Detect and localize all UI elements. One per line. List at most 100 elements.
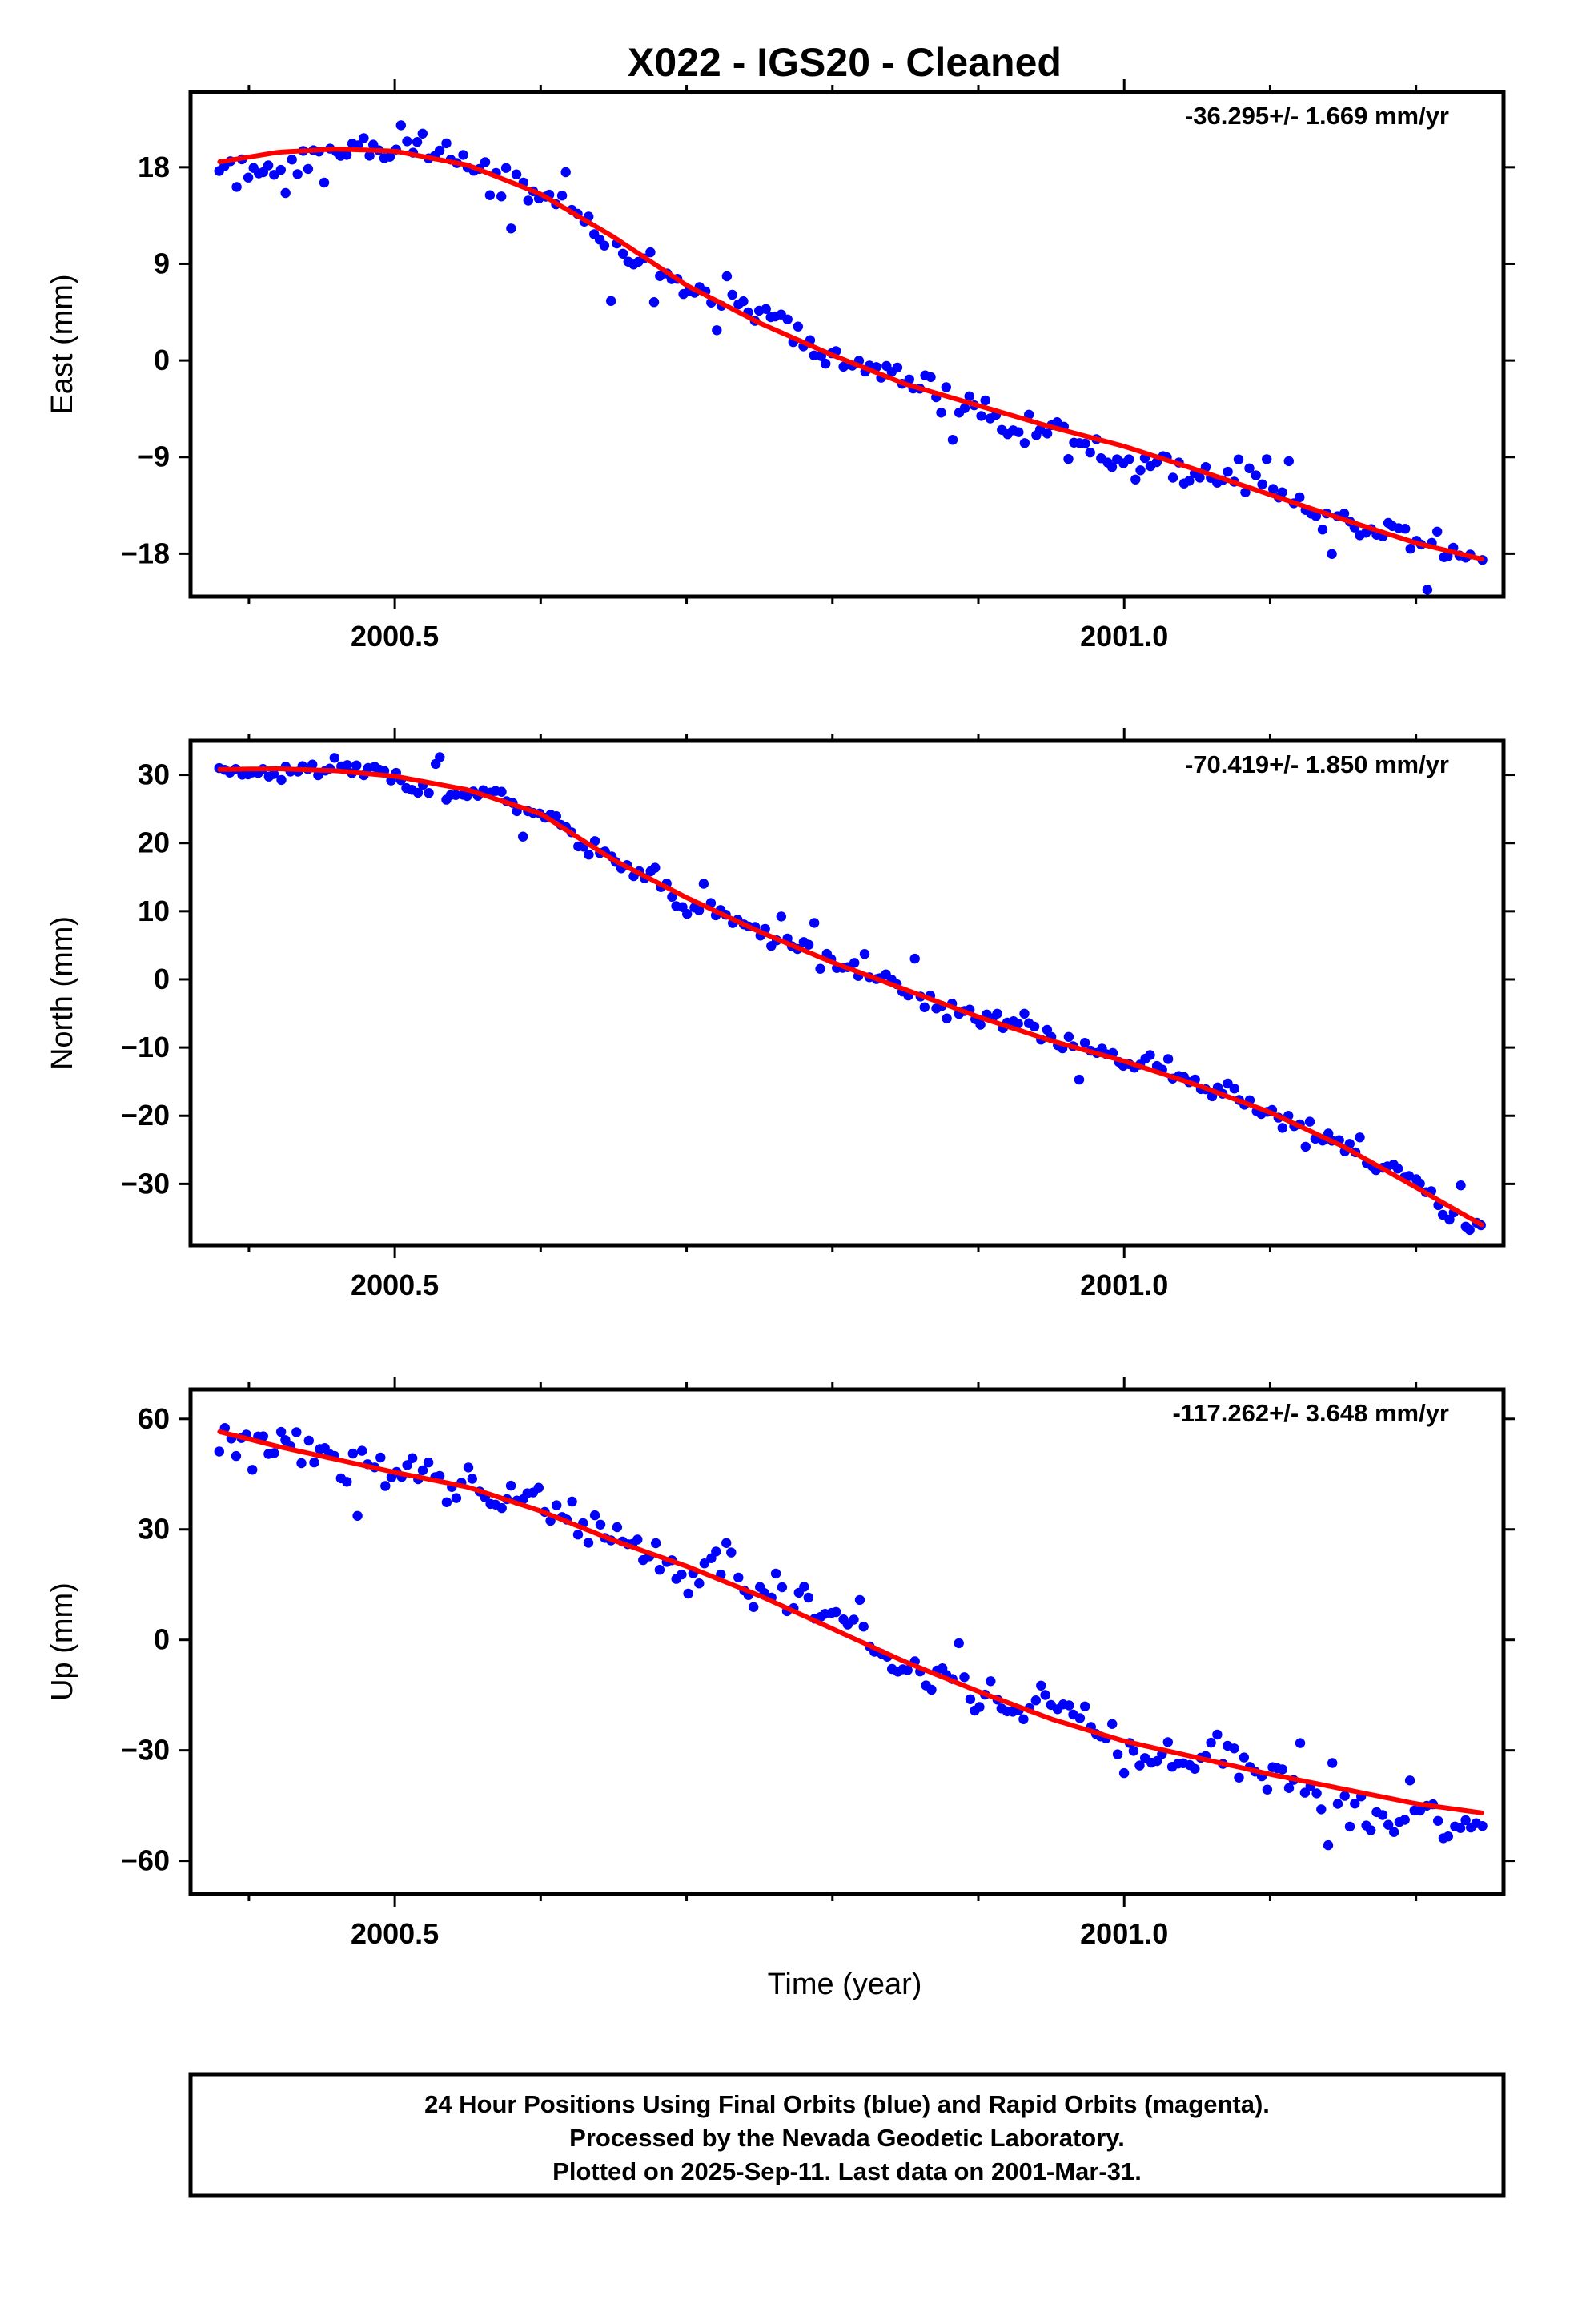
east-data-point bbox=[1251, 470, 1261, 480]
east-data-point bbox=[1184, 476, 1195, 486]
north-y-tick-label: −10 bbox=[121, 1031, 170, 1063]
east-data-point bbox=[231, 182, 242, 192]
east-data-point bbox=[556, 191, 568, 201]
north-data-point bbox=[849, 958, 860, 968]
north-data-point bbox=[551, 810, 561, 822]
up-data-point bbox=[1299, 1787, 1311, 1798]
east-data-point bbox=[1339, 509, 1350, 519]
east-y-tick-label: 9 bbox=[154, 247, 170, 279]
east-data-point bbox=[364, 151, 375, 161]
north-data-point bbox=[435, 752, 445, 762]
up-data-point bbox=[231, 1450, 242, 1462]
east-data-point bbox=[511, 169, 522, 179]
north-data-point bbox=[313, 770, 323, 781]
north-data-point bbox=[1229, 1084, 1240, 1094]
up-data-point bbox=[1118, 1767, 1130, 1779]
north-y-tick-label: −30 bbox=[121, 1167, 170, 1200]
up-data-point bbox=[417, 1465, 428, 1476]
east-data-point bbox=[1135, 465, 1146, 476]
up-data-point bbox=[434, 1470, 445, 1482]
up-data-point bbox=[402, 1460, 412, 1470]
east-data-point bbox=[441, 138, 452, 149]
north-y-tick-label: 30 bbox=[138, 758, 170, 791]
east-fit-line bbox=[217, 147, 1484, 562]
up-data-point bbox=[1112, 1749, 1123, 1759]
east-data-point bbox=[648, 297, 660, 308]
up-data-point bbox=[858, 1622, 869, 1632]
north-data-point bbox=[1392, 1164, 1403, 1174]
footer-line-2: Processed by the Nevada Geodetic Laborat… bbox=[569, 2124, 1125, 2152]
east-data-point bbox=[617, 248, 628, 259]
up-data-point bbox=[1107, 1719, 1118, 1729]
up-data-point bbox=[726, 1547, 737, 1558]
east-data-point bbox=[782, 314, 793, 324]
north-data-point bbox=[276, 774, 287, 786]
up-data-point bbox=[1404, 1775, 1415, 1786]
chart-title: X022 - IGS20 - Cleaned bbox=[628, 40, 1062, 85]
east-data-point bbox=[1019, 438, 1030, 448]
north-data-point bbox=[412, 787, 424, 798]
up-data-point bbox=[1399, 1815, 1410, 1825]
up-data-point bbox=[1234, 1772, 1244, 1783]
up-data-point bbox=[632, 1534, 643, 1545]
up-y-tick-label: −30 bbox=[121, 1734, 170, 1767]
east-data-point bbox=[1080, 438, 1090, 449]
footer-line-3: Plotted on 2025-Sep-11. Last data on 200… bbox=[552, 2157, 1142, 2185]
up-data-point bbox=[407, 1453, 418, 1463]
up-data-point bbox=[799, 1582, 809, 1592]
up-data-point bbox=[1477, 1821, 1488, 1831]
north-data-point bbox=[451, 790, 461, 800]
east-data-point bbox=[712, 325, 722, 336]
east-data-point bbox=[721, 271, 733, 282]
north-data-point bbox=[1300, 1141, 1311, 1152]
up-frame bbox=[188, 1387, 1506, 1896]
east-data-point bbox=[809, 350, 819, 360]
up-data-point bbox=[347, 1448, 358, 1459]
north-data-point bbox=[342, 760, 352, 770]
north-rate-label: -70.419+/- 1.850 mm/yr bbox=[1185, 750, 1449, 778]
east-data-point bbox=[947, 435, 958, 445]
up-y-tick-label: 0 bbox=[154, 1623, 170, 1656]
north-data-point bbox=[693, 905, 705, 915]
east-data-point bbox=[926, 372, 936, 383]
up-data-point bbox=[699, 1558, 710, 1569]
up-data-point bbox=[1339, 1791, 1350, 1801]
up-data-point bbox=[1152, 1755, 1162, 1767]
north-data-point bbox=[518, 831, 528, 842]
north-x-tick-label: 2001.0 bbox=[1080, 1269, 1168, 1301]
up-data-point bbox=[258, 1431, 268, 1441]
up-data-point bbox=[1332, 1799, 1343, 1809]
up-data-point bbox=[1344, 1821, 1355, 1832]
north-data-point bbox=[584, 850, 594, 860]
up-data-point bbox=[572, 1530, 584, 1540]
east-data-point bbox=[1283, 456, 1295, 467]
up-data-point bbox=[505, 1480, 516, 1491]
east-data-point bbox=[434, 145, 445, 156]
east-data-point bbox=[976, 411, 986, 421]
up-data-point bbox=[275, 1426, 287, 1437]
east-data-point bbox=[1195, 472, 1205, 483]
up-data-point bbox=[1327, 1758, 1338, 1768]
up-data-point bbox=[1212, 1729, 1223, 1740]
up-data-point bbox=[803, 1592, 813, 1603]
north-panel: 30 20 10 0 −10 −20 −30 2000.5 2001.0 North (mm) -7… bbox=[46, 728, 1515, 1301]
north-data-point bbox=[1464, 1224, 1475, 1236]
east-data-point bbox=[727, 289, 737, 300]
up-data-point bbox=[831, 1606, 841, 1618]
north-y-axis-label: North (mm) bbox=[46, 916, 79, 1070]
north-data-point bbox=[992, 1008, 1002, 1019]
north-x-tick-label: 2000.5 bbox=[351, 1269, 439, 1301]
east-data-point bbox=[263, 160, 274, 171]
up-data-point bbox=[567, 1496, 577, 1507]
east-data-point bbox=[1400, 524, 1411, 534]
east-data-point bbox=[1223, 466, 1233, 477]
east-data-point bbox=[964, 391, 974, 401]
north-data-point bbox=[1162, 1054, 1174, 1064]
north-data-point bbox=[919, 1002, 930, 1013]
up-data-point bbox=[291, 1427, 302, 1437]
north-data-point bbox=[975, 1019, 986, 1030]
east-data-point bbox=[1106, 462, 1118, 472]
up-data-point bbox=[965, 1694, 976, 1704]
east-data-point bbox=[761, 304, 771, 314]
